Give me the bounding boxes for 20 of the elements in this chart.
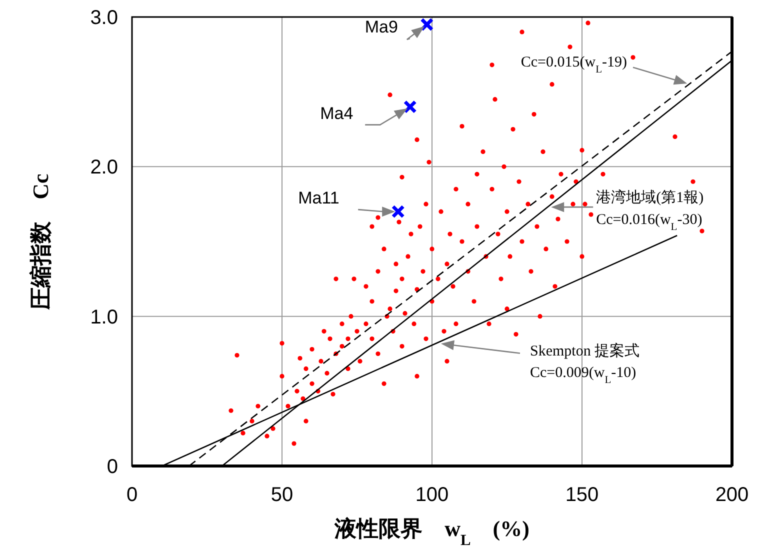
point [420,18,434,32]
y-tick-label: 2.0 [90,156,118,179]
annotation: Ma4 [320,104,354,123]
x-tick-label: 50 [270,484,294,506]
annotation: 港湾地域(第1報) Cc=0.016(w$_{L}$-30) [596,189,704,232]
point [403,100,417,114]
y-tick-label: 1.0 [90,306,118,328]
annotation: Ma11 [298,188,340,208]
x-tick-label: 100 [415,484,449,506]
annotation: Skempton 提案式 Cc=0.009(w$_{L}$-10) [530,342,640,386]
annotation: Cc=0.015(w$_{L}$-19) [520,54,627,75]
x-tick-label: 150 [565,484,599,506]
x-tick-label: 200 [715,484,749,506]
point [391,204,405,218]
y-tick-label: 0 [106,456,118,478]
y-tick-label: 3.0 [90,7,118,29]
text: 液性限界 w$_{L}$ (%) [334,516,530,546]
y-axis-title: 圧縮指数 Cc [28,173,53,310]
annotation: Ma9 [364,17,398,36]
x-tick-label: 0 [126,484,138,506]
